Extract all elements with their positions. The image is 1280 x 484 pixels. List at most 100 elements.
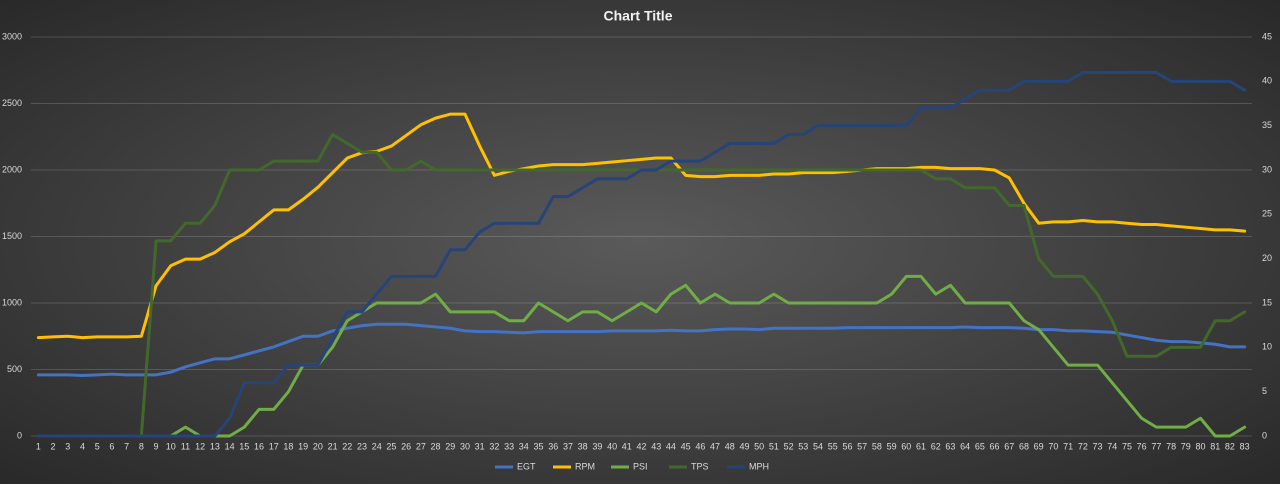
x-tick-label: 16 xyxy=(254,441,264,451)
x-tick-label: 28 xyxy=(431,441,441,451)
x-tick-label: 6 xyxy=(109,441,114,451)
legend-label: TPS xyxy=(691,461,709,471)
x-tick-label: 41 xyxy=(622,441,632,451)
x-tick-label: 26 xyxy=(401,441,411,451)
x-tick-label: 43 xyxy=(651,441,661,451)
y-tick-label: 3000 xyxy=(2,31,22,41)
y-tick-label: 1000 xyxy=(2,297,22,307)
x-tick-label: 65 xyxy=(975,441,985,451)
x-tick-label: 14 xyxy=(225,441,235,451)
x-tick-label: 62 xyxy=(931,441,941,451)
x-tick-label: 21 xyxy=(328,441,338,451)
x-tick-label: 33 xyxy=(504,441,514,451)
y2-tick-label: 30 xyxy=(1262,164,1272,174)
x-tick-label: 69 xyxy=(1034,441,1044,451)
x-tick-label: 20 xyxy=(313,441,323,451)
legend-label: MPH xyxy=(749,461,769,471)
x-tick-label: 61 xyxy=(916,441,926,451)
x-tick-label: 55 xyxy=(828,441,838,451)
x-tick-label: 12 xyxy=(195,441,205,451)
y2-tick-label: 5 xyxy=(1262,386,1267,396)
x-tick-label: 47 xyxy=(710,441,720,451)
x-tick-label: 5 xyxy=(95,441,100,451)
legend-label: RPM xyxy=(575,461,595,471)
y2-tick-label: 0 xyxy=(1262,430,1267,440)
x-tick-label: 73 xyxy=(1093,441,1103,451)
y-tick-label: 0 xyxy=(17,430,22,440)
x-tick-label: 15 xyxy=(239,441,249,451)
y-tick-label: 2500 xyxy=(2,98,22,108)
x-tick-label: 19 xyxy=(298,441,308,451)
x-tick-label: 79 xyxy=(1181,441,1191,451)
x-tick-label: 1 xyxy=(36,441,41,451)
x-tick-label: 59 xyxy=(887,441,897,451)
x-tick-label: 23 xyxy=(357,441,367,451)
x-tick-label: 54 xyxy=(813,441,823,451)
x-tick-label: 49 xyxy=(739,441,749,451)
x-tick-label: 56 xyxy=(842,441,852,451)
x-tick-label: 36 xyxy=(548,441,558,451)
x-tick-label: 67 xyxy=(1004,441,1014,451)
x-tick-label: 58 xyxy=(872,441,882,451)
y2-tick-label: 45 xyxy=(1262,31,1272,41)
x-tick-label: 78 xyxy=(1166,441,1176,451)
x-tick-label: 72 xyxy=(1078,441,1088,451)
x-tick-label: 81 xyxy=(1210,441,1220,451)
chart-title: Chart Title xyxy=(604,8,673,24)
x-tick-label: 42 xyxy=(636,441,646,451)
x-tick-label: 39 xyxy=(592,441,602,451)
x-tick-label: 45 xyxy=(681,441,691,451)
x-tick-label: 63 xyxy=(945,441,955,451)
y-tick-label: 1500 xyxy=(2,231,22,241)
x-tick-label: 34 xyxy=(519,441,529,451)
x-tick-label: 4 xyxy=(80,441,85,451)
x-tick-label: 40 xyxy=(607,441,617,451)
y-tick-label: 2000 xyxy=(2,164,22,174)
series-line xyxy=(36,274,1247,438)
x-tick-label: 24 xyxy=(372,441,382,451)
x-tick-label: 25 xyxy=(386,441,396,451)
x-tick-label: 10 xyxy=(166,441,176,451)
x-tick-label: 48 xyxy=(725,441,735,451)
x-tick-label: 60 xyxy=(901,441,911,451)
x-tick-label: 71 xyxy=(1063,441,1073,451)
x-tick-label: 9 xyxy=(154,441,159,451)
x-tick-label: 46 xyxy=(695,441,705,451)
legend-label: EGT xyxy=(517,461,536,471)
y2-tick-label: 20 xyxy=(1262,253,1272,263)
x-tick-label: 68 xyxy=(1019,441,1029,451)
x-tick-label: 30 xyxy=(460,441,470,451)
x-tick-label: 37 xyxy=(563,441,573,451)
y2-tick-label: 35 xyxy=(1262,120,1272,130)
x-tick-label: 18 xyxy=(283,441,293,451)
x-tick-label: 75 xyxy=(1122,441,1132,451)
x-tick-label: 35 xyxy=(534,441,544,451)
series-line xyxy=(36,322,1247,377)
x-tick-label: 83 xyxy=(1240,441,1250,451)
x-tick-label: 70 xyxy=(1048,441,1058,451)
x-tick-label: 8 xyxy=(139,441,144,451)
x-tick-label: 52 xyxy=(784,441,794,451)
x-tick-label: 44 xyxy=(666,441,676,451)
x-tick-label: 82 xyxy=(1225,441,1235,451)
x-tick-label: 27 xyxy=(416,441,426,451)
x-tick-label: 50 xyxy=(754,441,764,451)
x-tick-label: 22 xyxy=(342,441,352,451)
x-tick-label: 64 xyxy=(960,441,970,451)
x-tick-label: 76 xyxy=(1137,441,1147,451)
x-tick-label: 29 xyxy=(445,441,455,451)
x-tick-label: 77 xyxy=(1151,441,1161,451)
y2-tick-label: 25 xyxy=(1262,209,1272,219)
x-tick-label: 11 xyxy=(181,441,190,451)
x-tick-label: 2 xyxy=(51,441,56,451)
legend-label: PSI xyxy=(633,461,648,471)
x-tick-label: 51 xyxy=(769,441,779,451)
x-tick-label: 66 xyxy=(990,441,1000,451)
x-tick-label: 53 xyxy=(798,441,808,451)
x-tick-label: 32 xyxy=(489,441,499,451)
y2-tick-label: 10 xyxy=(1262,342,1272,352)
y2-tick-label: 40 xyxy=(1262,76,1272,86)
x-tick-label: 57 xyxy=(857,441,867,451)
